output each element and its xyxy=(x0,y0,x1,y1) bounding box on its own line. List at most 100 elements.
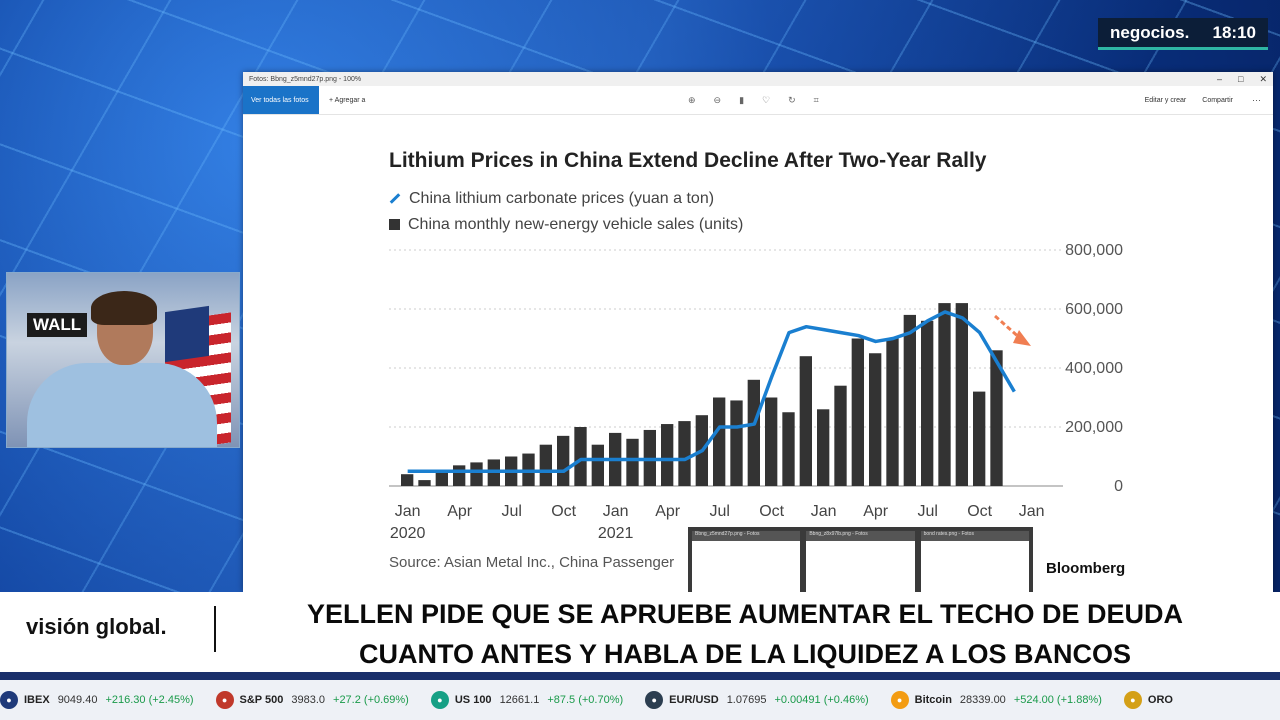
show-name: visión global. xyxy=(26,614,167,639)
x-tick-label: Jan xyxy=(395,503,421,520)
more-options-icon[interactable]: ⋯ xyxy=(1252,94,1261,105)
channel-logo: negocios. xyxy=(1110,22,1190,42)
y-tick-label: 800,000 xyxy=(1065,242,1123,259)
x-tick-year: 2021 xyxy=(598,525,634,542)
trend-arrow-head xyxy=(1013,330,1031,346)
bar xyxy=(557,435,570,486)
headline-line-1: YELLEN PIDE QUE SE APRUEBE AUMENTAR EL T… xyxy=(306,599,1184,629)
minimize-icon[interactable]: – xyxy=(1217,74,1223,84)
y-tick-label: 200,000 xyxy=(1065,419,1123,436)
x-tick-label: Apr xyxy=(447,503,473,520)
rotate-icon[interactable]: ↻ xyxy=(788,94,796,105)
close-icon[interactable]: ✕ xyxy=(1259,74,1267,84)
divider xyxy=(214,606,216,652)
taskbar-thumbnails: Bbng_z5mnd27p.png - Fotos Bbng_z8x97lb.p… xyxy=(688,527,1033,592)
bar xyxy=(834,385,847,486)
presenter-hair xyxy=(91,291,157,325)
x-tick-label: Oct xyxy=(967,503,992,520)
chart-source: Source: Asian Metal Inc., China Passenge… xyxy=(389,554,675,571)
bar xyxy=(817,409,830,486)
bar xyxy=(747,379,760,486)
ticker-item: ● IBEX 9049.40 +216.30 (+2.45%) xyxy=(0,691,194,709)
legend-line-label: China lithium carbonate prices (yuan a t… xyxy=(409,190,715,207)
ticker-name: EUR/USD xyxy=(669,694,719,706)
bloomberg-logo: Bloomberg xyxy=(1046,560,1126,577)
x-tick-label: Jul xyxy=(501,503,521,520)
lower-third-accent xyxy=(0,672,1280,680)
bar xyxy=(401,474,414,486)
ticker-item: ● S&P 500 3983.0 +27.2 (+0.69%) xyxy=(215,691,409,709)
legend-bar-label: China monthly new-energy vehicle sales (… xyxy=(408,216,744,233)
x-tick-label: Apr xyxy=(863,503,889,520)
bar xyxy=(661,424,674,486)
bar xyxy=(903,314,916,486)
x-tick-label: Apr xyxy=(655,503,681,520)
bar xyxy=(886,338,899,486)
y-tick-label: 400,000 xyxy=(1065,360,1123,377)
x-tick-label: Oct xyxy=(551,503,576,520)
lower-third: visión global. YELLEN PIDE QUE SE APRUEB… xyxy=(0,592,1280,678)
zoom-in-icon[interactable]: ⊕ xyxy=(688,94,696,105)
favorite-icon[interactable]: ♡ xyxy=(762,94,771,105)
edit-create-button[interactable]: Editar y crear xyxy=(1144,96,1187,104)
thumbnail-1[interactable]: Bbng_z5mnd27p.png - Fotos xyxy=(692,531,801,592)
market-icon: ● xyxy=(890,691,909,709)
ticker-item: ● US 100 12661.1 +87.5 (+0.70%) xyxy=(430,691,624,709)
add-to-button[interactable]: + Agregar a xyxy=(329,96,366,104)
ticker-name: S&P 500 xyxy=(239,694,284,706)
share-button[interactable]: Compartir xyxy=(1202,96,1233,104)
legend-line: China lithium carbonate prices (yuan a t… xyxy=(389,190,714,208)
ticker-change: +87.5 (+0.70%) xyxy=(547,694,624,706)
ticker-change: +0.00491 (+0.46%) xyxy=(774,694,869,706)
headline: YELLEN PIDE QUE SE APRUEBE AUMENTAR EL T… xyxy=(230,594,1260,674)
ticker-value: 3983.0 xyxy=(291,694,326,706)
clock: 18:10 xyxy=(1212,22,1256,42)
maximize-icon[interactable]: □ xyxy=(1238,74,1244,84)
bar xyxy=(730,400,743,486)
presenter-webcam: WALL xyxy=(6,272,240,448)
x-tick-label: Oct xyxy=(759,503,784,520)
see-all-photos-button[interactable]: Ver todas las fotos xyxy=(243,86,319,114)
ticker-name: ORO xyxy=(1147,694,1173,706)
bar xyxy=(973,391,986,486)
x-tick-label: Jul xyxy=(709,503,729,520)
ticker-item: ● ORO xyxy=(1123,691,1189,709)
viewer-toolbar: Ver todas las fotos + Agregar a ⊕ ⊖ ▮ ♡ … xyxy=(243,86,1273,115)
market-icon: ● xyxy=(1123,691,1142,709)
bar xyxy=(626,438,639,486)
bar xyxy=(678,421,691,486)
ticker-change: +27.2 (+0.69%) xyxy=(333,694,409,706)
window-titlebar[interactable]: Fotos: Bbng_z5mnd27p.png - 100% – □ ✕ xyxy=(243,72,1273,86)
thumbnail-2[interactable]: Bbng_z8x97lb.png - Fotos xyxy=(806,531,915,592)
plus-icon: + xyxy=(329,96,335,104)
ticker-name: IBEX xyxy=(24,694,50,706)
bar xyxy=(851,338,864,486)
legend-bar: China monthly new-energy vehicle sales (… xyxy=(389,216,743,234)
ticker-change: +216.30 (+2.45%) xyxy=(105,694,194,706)
y-tick-label: 600,000 xyxy=(1065,301,1123,318)
bar xyxy=(955,303,968,486)
bar xyxy=(921,320,934,486)
x-tick-label: Jan xyxy=(603,503,629,520)
bar xyxy=(990,350,1003,486)
zoom-out-icon[interactable]: ⊖ xyxy=(713,94,722,105)
thumbnail-3[interactable]: bond rates.png - Fotos xyxy=(920,531,1029,592)
bar xyxy=(539,444,552,486)
bar xyxy=(435,471,448,486)
ticker-value: 1.07695 xyxy=(726,694,767,706)
us-flag-canton xyxy=(165,305,209,363)
x-tick-label: Jan xyxy=(1019,503,1045,520)
ticker-value: 28339.00 xyxy=(959,694,1006,706)
channel-brand: negocios. 18:10 xyxy=(1098,18,1268,50)
bar xyxy=(782,412,795,486)
crop-icon[interactable]: ⌗ xyxy=(813,94,819,105)
bar xyxy=(470,462,483,486)
window-title: Fotos: Bbng_z5mnd27p.png - 100% xyxy=(249,75,362,83)
bar xyxy=(591,444,604,486)
delete-icon[interactable]: ▮ xyxy=(739,94,745,105)
bar xyxy=(418,480,431,486)
chart-title: Lithium Prices in China Extend Decline A… xyxy=(389,149,987,172)
chart-plot: 800,000 600,000 400,000 200,000 0 Jan 2020 Apr J… xyxy=(389,242,1123,542)
market-icon: ● xyxy=(215,691,234,709)
y-tick-label: 0 xyxy=(1114,478,1123,495)
